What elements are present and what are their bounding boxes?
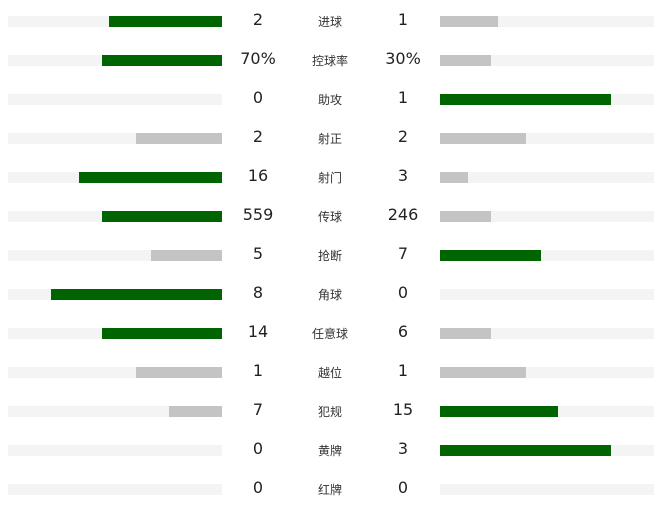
home-bar-fill xyxy=(151,250,222,261)
home-bar-fill xyxy=(102,55,222,66)
home-bar-track xyxy=(8,406,222,417)
home-bar-track xyxy=(8,133,222,144)
stat-label: 犯规 xyxy=(317,405,342,419)
away-value: 246 xyxy=(387,205,419,224)
away-bar-fill xyxy=(440,16,498,27)
away-bar-fill xyxy=(440,250,541,261)
home-bar-track xyxy=(8,289,222,300)
away-value: 3 xyxy=(397,166,409,185)
away-bar-track xyxy=(440,406,654,417)
home-bar-track xyxy=(8,172,222,183)
away-value: 7 xyxy=(397,244,409,263)
stat-label: 越位 xyxy=(317,366,342,380)
away-value: 15 xyxy=(392,400,414,419)
away-bar-track xyxy=(440,484,654,495)
away-bar-track xyxy=(440,211,654,222)
away-value: 1 xyxy=(397,10,409,29)
away-value: 3 xyxy=(397,439,409,458)
stat-row: 0 红牌 0 xyxy=(0,470,660,509)
home-bar-track xyxy=(8,484,222,495)
stat-row: 0 黄牌 3 xyxy=(0,431,660,470)
away-bar-track xyxy=(440,367,654,378)
away-bar-track xyxy=(440,55,654,66)
home-bar-track xyxy=(8,250,222,261)
stat-label: 黄牌 xyxy=(317,444,342,458)
home-bar-track xyxy=(8,328,222,339)
away-bar-fill xyxy=(440,55,492,66)
away-bar-fill xyxy=(440,94,612,105)
stat-label: 红牌 xyxy=(317,483,342,497)
stat-label: 进球 xyxy=(317,15,342,29)
stat-row: 559 传球 246 xyxy=(0,197,660,236)
home-value: 16 xyxy=(247,166,269,185)
home-bar-track xyxy=(8,367,222,378)
home-bar-fill xyxy=(136,133,222,144)
away-bar-track xyxy=(440,94,654,105)
away-bar-fill xyxy=(440,445,612,456)
home-bar-track xyxy=(8,55,222,66)
away-bar-track xyxy=(440,289,654,300)
stat-row: 7 犯规 15 xyxy=(0,392,660,431)
away-bar-fill xyxy=(440,406,558,417)
home-value: 559 xyxy=(242,205,274,224)
home-bar-fill xyxy=(102,211,222,222)
away-bar-track xyxy=(440,328,654,339)
home-bar-fill xyxy=(108,16,222,27)
stat-row: 16 射门 3 xyxy=(0,158,660,197)
stat-label: 助攻 xyxy=(317,93,342,107)
stat-label: 射门 xyxy=(317,171,342,185)
home-value: 7 xyxy=(252,400,264,419)
stat-label: 传球 xyxy=(317,210,342,224)
stat-label: 控球率 xyxy=(311,54,348,68)
away-bar-track xyxy=(440,172,654,183)
away-value: 1 xyxy=(397,361,409,380)
home-value: 0 xyxy=(252,88,264,107)
home-value: 1 xyxy=(252,361,264,380)
stat-row: 2 进球 1 xyxy=(0,2,660,41)
away-bar-fill xyxy=(440,367,526,378)
away-bar-fill xyxy=(440,172,468,183)
home-bar-fill xyxy=(168,406,222,417)
home-bar-track xyxy=(8,94,222,105)
away-value: 1 xyxy=(397,88,409,107)
away-bar-fill xyxy=(440,211,492,222)
home-bar-track xyxy=(8,211,222,222)
home-bar-fill xyxy=(102,328,222,339)
away-value: 6 xyxy=(397,322,409,341)
stat-label: 角球 xyxy=(317,288,342,302)
away-bar-fill xyxy=(440,328,492,339)
stat-row: 0 助攻 1 xyxy=(0,80,660,119)
home-value: 0 xyxy=(252,478,264,497)
stat-row: 14 任意球 6 xyxy=(0,314,660,353)
home-bar-fill xyxy=(50,289,222,300)
home-bar-track xyxy=(8,445,222,456)
home-value: 2 xyxy=(252,10,264,29)
away-value: 0 xyxy=(397,283,409,302)
away-bar-track xyxy=(440,16,654,27)
away-bar-track xyxy=(440,250,654,261)
away-value: 0 xyxy=(397,478,409,497)
home-value: 2 xyxy=(252,127,264,146)
stat-row: 70% 控球率 30% xyxy=(0,41,660,80)
away-bar-fill xyxy=(440,133,526,144)
stat-row: 5 抢断 7 xyxy=(0,236,660,275)
stat-row: 2 射正 2 xyxy=(0,119,660,158)
away-value: 30% xyxy=(385,49,421,68)
stat-label: 任意球 xyxy=(311,327,348,341)
home-bar-fill xyxy=(136,367,222,378)
home-value: 70% xyxy=(240,49,276,68)
home-bar-track xyxy=(8,16,222,27)
stat-label: 射正 xyxy=(317,132,342,146)
home-value: 5 xyxy=(252,244,264,263)
home-bar-fill xyxy=(78,172,222,183)
away-bar-track xyxy=(440,133,654,144)
home-value: 14 xyxy=(247,322,269,341)
stat-label: 抢断 xyxy=(317,249,342,263)
home-value: 0 xyxy=(252,439,264,458)
away-bar-track xyxy=(440,445,654,456)
stat-row: 1 越位 1 xyxy=(0,353,660,392)
stat-row: 8 角球 0 xyxy=(0,275,660,314)
home-value: 8 xyxy=(252,283,264,302)
away-value: 2 xyxy=(397,127,409,146)
